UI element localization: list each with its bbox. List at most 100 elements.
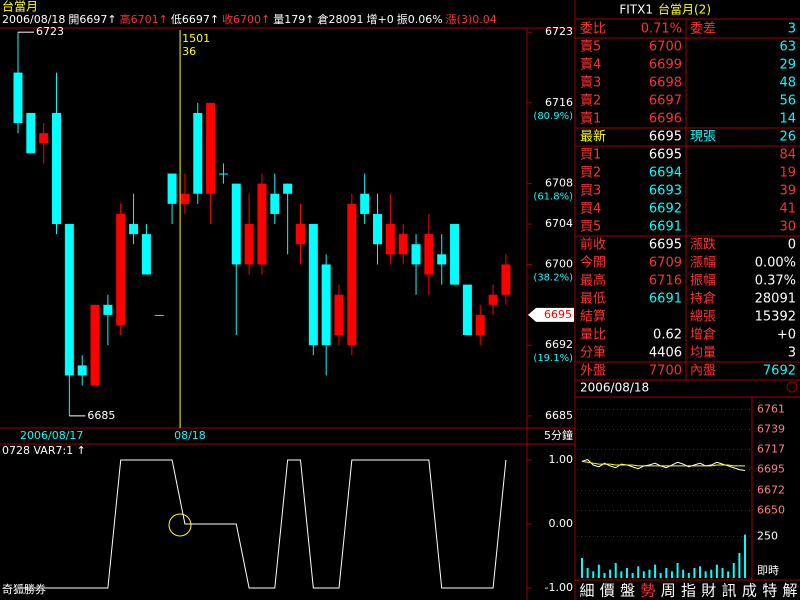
y-tick-label: 6692 xyxy=(545,338,573,351)
candle-body xyxy=(385,224,395,255)
y-tick-label: 6704 xyxy=(545,217,573,230)
candle-body xyxy=(103,304,113,315)
quote-value: 14 xyxy=(779,112,796,127)
quote-label: 漲幅 xyxy=(690,256,716,271)
quote-value: 6697 xyxy=(649,94,682,109)
volume-bar xyxy=(670,571,673,578)
price-line xyxy=(581,458,746,471)
y-tick-label: 6685 xyxy=(545,409,573,422)
candle-body xyxy=(90,304,100,386)
quote-value: 3 xyxy=(788,22,796,37)
quote-value: 84 xyxy=(779,148,796,163)
fib-level-label: (80.9%) xyxy=(533,111,573,122)
candle-body xyxy=(411,244,421,265)
nav-tab[interactable]: 盤 xyxy=(620,582,635,600)
average-line xyxy=(581,460,745,467)
quote-label: 賣2 xyxy=(580,94,601,109)
candle-body xyxy=(193,112,203,194)
quote-label: 委比 xyxy=(580,22,606,37)
y-tick-label: 250 xyxy=(757,529,778,542)
quote-value: 6695 xyxy=(649,148,682,163)
header-item: 低6697↑ xyxy=(171,13,219,26)
nav-tab[interactable]: 指 xyxy=(681,582,696,600)
quote-label: 買2 xyxy=(580,166,601,181)
quote-value: 0.00% xyxy=(755,256,796,271)
x-tick-label: 2006/08/17 xyxy=(20,429,83,442)
quote-value: 6696 xyxy=(649,112,682,127)
quote-value: 4406 xyxy=(649,346,682,361)
quote-value: 6694 xyxy=(649,166,682,181)
high-marker-label: 6723 xyxy=(36,25,64,38)
quote-label: 總張 xyxy=(690,309,716,325)
y-tick-label: 6739 xyxy=(757,422,785,435)
candle-body xyxy=(360,193,370,214)
quote-label: 買4 xyxy=(580,202,601,217)
quote-value: 0 xyxy=(788,238,796,253)
quote-value: 6692 xyxy=(649,202,682,217)
quote-symbol: FITX1 xyxy=(619,3,653,17)
candle-body xyxy=(64,224,74,376)
candle-body xyxy=(347,203,357,346)
quote-value: 6695 xyxy=(649,238,682,253)
candle-body xyxy=(462,284,472,336)
volume-bar xyxy=(654,564,657,578)
y-tick-label: 6708 xyxy=(545,177,573,190)
quote-label: 量比 xyxy=(580,328,606,343)
nav-tab[interactable]: 周 xyxy=(661,582,676,600)
quote-value: 39 xyxy=(779,184,796,199)
indicator-line xyxy=(18,459,507,589)
volume-bar xyxy=(715,564,718,578)
nav-tab[interactable]: 價 xyxy=(600,582,615,600)
nav-tab[interactable]: 成 xyxy=(742,582,757,600)
quote-value: 29 xyxy=(779,58,796,73)
volume-bar xyxy=(665,568,668,578)
quote-value: 6700 xyxy=(649,40,682,55)
axis-label: 即時 xyxy=(757,564,779,577)
fib-level-label: (38.2%) xyxy=(533,272,573,283)
candle-body xyxy=(295,224,305,245)
y-tick-label: 6672 xyxy=(757,484,785,497)
nav-tab[interactable]: 解 xyxy=(782,582,797,600)
nav-tab[interactable]: 勢 xyxy=(640,582,655,600)
cursor-time: 1501 xyxy=(182,32,210,45)
nav-tab[interactable]: 細 xyxy=(579,582,594,600)
y-tick-label: 0.00 xyxy=(549,517,574,530)
quote-label: 賣4 xyxy=(580,58,601,73)
candle-body xyxy=(13,72,23,124)
y-tick-label: 6717 xyxy=(757,443,785,456)
candle-body xyxy=(475,314,485,336)
volume-bar xyxy=(732,563,735,578)
nav-tab[interactable]: 特 xyxy=(762,582,777,600)
quote-value: 56 xyxy=(779,94,796,109)
volume-bar xyxy=(625,568,628,578)
quote-label: 外盤 xyxy=(580,364,606,379)
header-item: 倉28091 xyxy=(318,12,364,26)
nav-tab[interactable]: 訊 xyxy=(722,582,737,600)
candle-body xyxy=(257,183,267,265)
quote-value: 6699 xyxy=(649,58,682,73)
candle-body xyxy=(308,224,318,346)
y-tick-label: 1.00 xyxy=(549,453,574,466)
quote-value: 0.62 xyxy=(653,328,682,343)
header-item: 高6701↑ xyxy=(120,12,168,26)
candle-body xyxy=(26,112,36,154)
quote-label: 最新 xyxy=(580,129,606,145)
y-tick-label: 6695 xyxy=(757,463,785,476)
candle-body xyxy=(231,183,241,265)
quote-label: 均量 xyxy=(690,346,716,361)
volume-bar xyxy=(738,553,741,578)
volume-bar xyxy=(676,563,679,578)
header-item: 開6697↑ xyxy=(68,13,116,26)
candle-body xyxy=(154,314,164,316)
volume-bar xyxy=(586,568,589,578)
quote-label: 增倉 xyxy=(690,328,716,343)
quote-value: 7692 xyxy=(763,364,796,379)
candle-body xyxy=(501,264,511,295)
quote-label: 賣5 xyxy=(580,40,601,55)
quote-value: 0.71% xyxy=(641,22,682,37)
nav-tab[interactable]: 財 xyxy=(701,582,716,600)
header-item: 量179↑ xyxy=(273,13,314,26)
quote-value: 6691 xyxy=(649,292,682,307)
